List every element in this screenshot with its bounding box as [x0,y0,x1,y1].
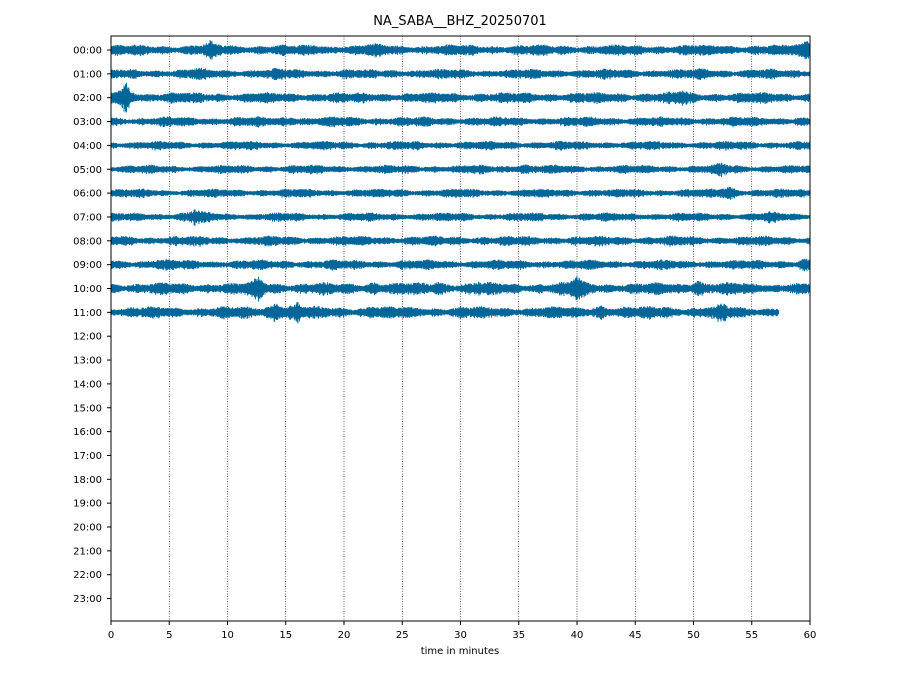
chart-title: NA_SABA__BHZ_20250701 [373,14,547,29]
x-axis-ticks: 0 5 10 15 20 25 30 35 40 45 50 55 60 [108,621,817,641]
trace-0300 [110,116,811,128]
x-tick-label: 5 [166,630,172,641]
x-tick-label: 10 [221,630,234,641]
y-tick-label: 07:00 [73,212,102,223]
y-tick-label: 11:00 [73,308,102,319]
x-tick-label: 50 [687,630,700,641]
x-tick-label: 0 [108,630,114,641]
y-tick-label: 12:00 [73,332,102,343]
trace-0100 [110,67,811,81]
y-tick-label: 17:00 [73,451,102,462]
y-tick-label: 21:00 [73,546,102,557]
y-tick-label: 01:00 [73,69,102,80]
y-tick-label: 03:00 [73,117,102,128]
trace-0800 [110,235,811,247]
x-tick-label: 30 [454,630,467,641]
y-tick-label: 08:00 [73,236,102,247]
y-tick-label: 14:00 [73,379,102,390]
y-tick-label: 15:00 [73,403,102,414]
trace-0500 [110,162,811,177]
x-tick-label: 35 [512,630,525,641]
y-tick-label: 20:00 [73,523,102,534]
x-tick-label: 40 [571,630,584,641]
y-tick-label: 19:00 [73,499,102,510]
x-tick-label: 15 [279,630,292,641]
x-tick-label: 60 [804,630,817,641]
trace-1100 [110,302,779,324]
y-tick-label: 23:00 [73,594,102,605]
y-tick-label: 06:00 [73,189,102,200]
x-axis-label: time in minutes [421,646,500,657]
y-tick-label: 16:00 [73,427,102,438]
y-tick-label: 02:00 [73,93,102,104]
x-tick-label: 20 [338,630,351,641]
y-tick-label: 05:00 [73,165,102,176]
y-axis-ticks: 00:00 01:00 02:00 03:00 04:00 05:00 06:00 07:00… [73,46,111,605]
vertical-gridlines [168,36,753,621]
trace-0200 [110,82,811,113]
y-tick-label: 09:00 [73,260,102,271]
y-tick-label: 00:00 [73,46,102,57]
x-tick-label: 55 [745,630,758,641]
y-tick-label: 10:00 [73,284,102,295]
x-tick-label: 25 [396,630,409,641]
x-tick-label: 45 [629,630,642,641]
y-tick-label: 18:00 [73,475,102,486]
y-tick-label: 22:00 [73,570,102,581]
y-tick-label: 04:00 [73,141,102,152]
y-tick-label: 13:00 [73,356,102,367]
